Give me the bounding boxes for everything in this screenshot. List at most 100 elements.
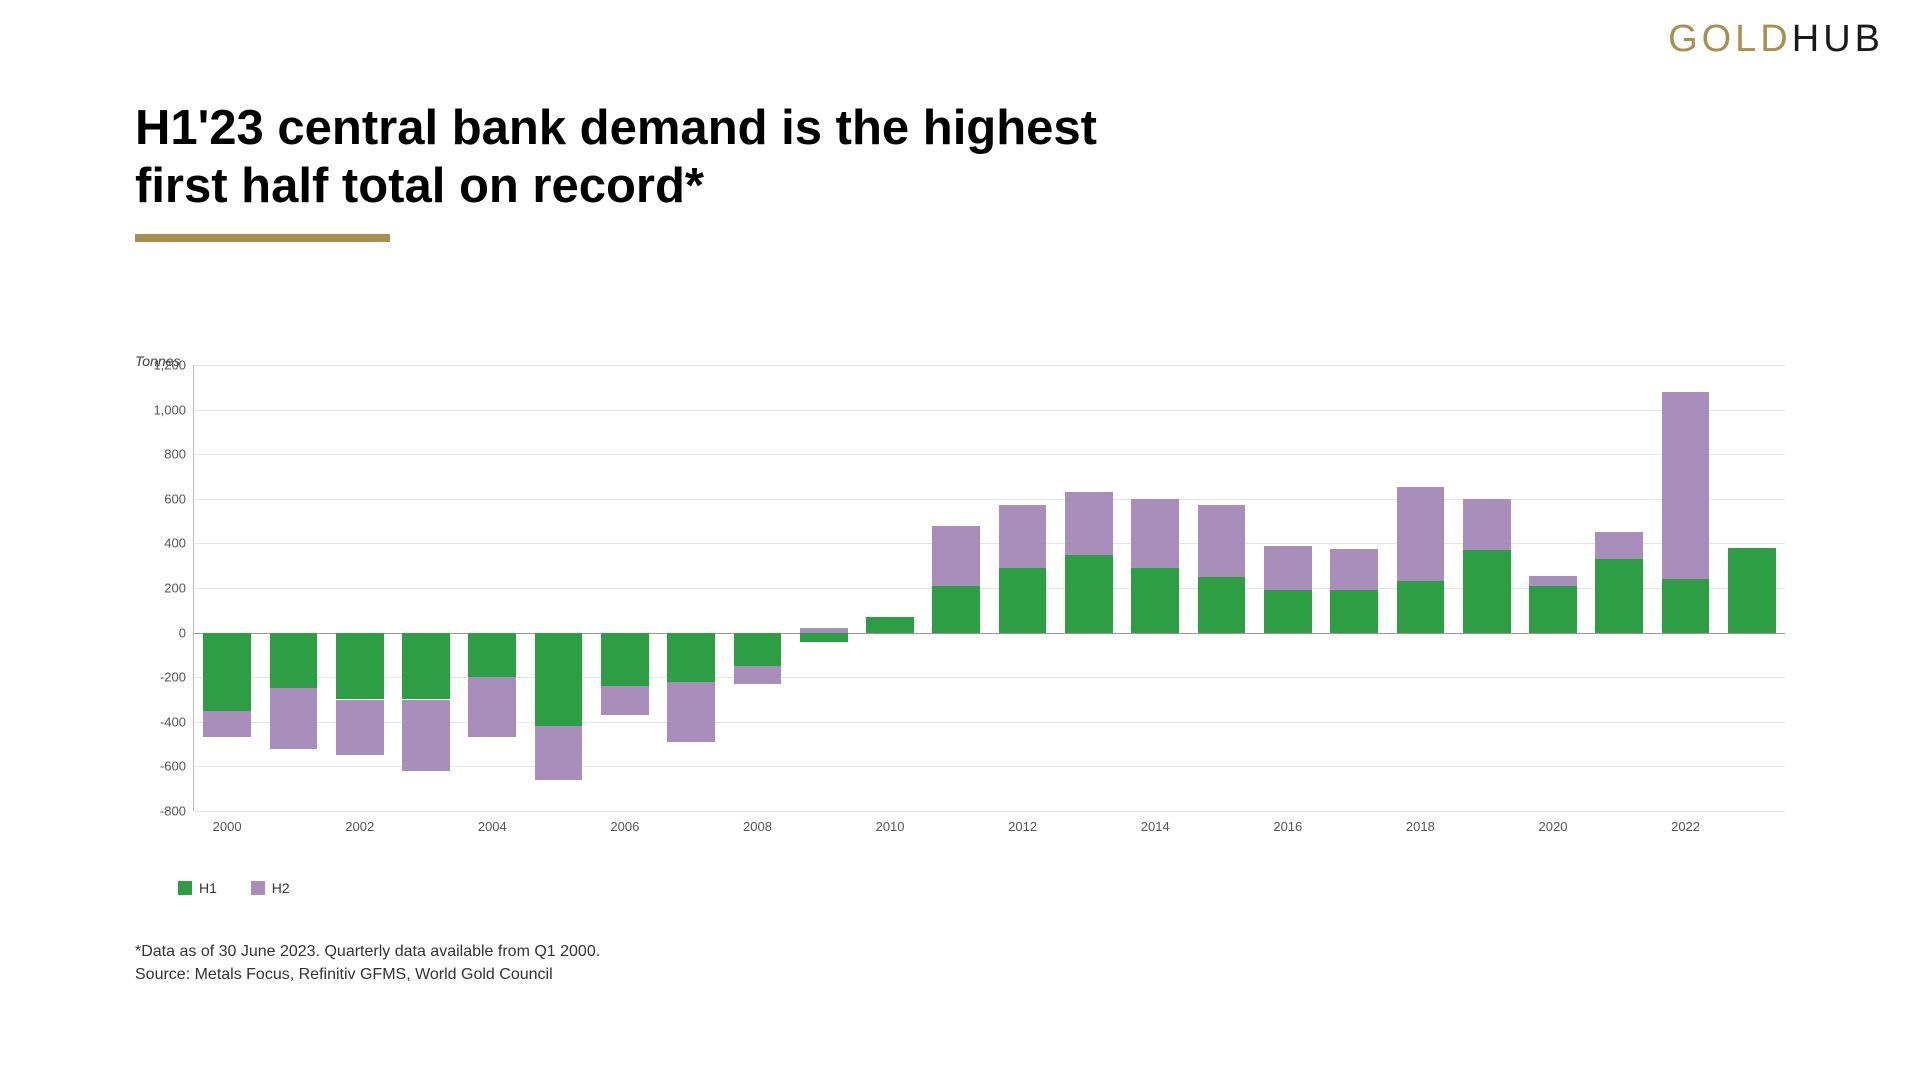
bar-segment-h1 (270, 633, 318, 689)
y-tick-label: 200 (164, 581, 194, 596)
bar-segment-h2 (336, 700, 384, 756)
bar-2023 (1728, 365, 1776, 811)
bar-2002 (336, 365, 384, 811)
title-underline (135, 234, 390, 242)
bar-2003 (402, 365, 450, 811)
bar-segment-h1 (800, 633, 848, 642)
legend-swatch-h2 (251, 881, 265, 895)
y-tick-label: -800 (160, 804, 194, 819)
x-tick-label: 2010 (876, 811, 905, 834)
bar-2022 (1662, 365, 1710, 811)
y-tick-label: 1,200 (153, 358, 194, 373)
bar-segment-h1 (1463, 550, 1511, 633)
bar-segment-h1 (1728, 548, 1776, 633)
bar-segment-h1 (866, 617, 914, 633)
bar-segment-h1 (999, 568, 1047, 633)
x-tick-label: 2012 (1008, 811, 1037, 834)
legend-item-h2: H2 (251, 880, 290, 896)
bar-2015 (1198, 365, 1246, 811)
bar-segment-h1 (667, 633, 715, 682)
bar-segment-h1 (1264, 590, 1312, 632)
x-tick-label: 2002 (345, 811, 374, 834)
chart-legend: H1 H2 (178, 880, 320, 898)
bar-segment-h2 (1662, 392, 1710, 579)
bar-segment-h1 (535, 633, 583, 727)
x-tick-label: 2020 (1539, 811, 1568, 834)
bar-segment-h2 (601, 686, 649, 715)
footnotes: *Data as of 30 June 2023. Quarterly data… (135, 940, 600, 986)
bar-segment-h2 (1264, 546, 1312, 591)
bar-segment-h2 (535, 726, 583, 780)
bar-segment-h2 (402, 700, 450, 771)
x-tick-label: 2022 (1671, 811, 1700, 834)
title-line-2: first half total on record* (135, 159, 704, 213)
bar-segment-h2 (667, 682, 715, 742)
bar-segment-h2 (1330, 549, 1378, 590)
bar-2010 (866, 365, 914, 811)
bar-segment-h1 (1131, 568, 1179, 633)
bar-segment-h2 (1131, 499, 1179, 568)
bar-segment-h1 (1330, 590, 1378, 632)
bar-2008 (734, 365, 782, 811)
bar-2021 (1595, 365, 1643, 811)
title-block: H1'23 central bank demand is the highest… (135, 100, 1800, 242)
bar-segment-h1 (336, 633, 384, 700)
y-tick-label: -600 (160, 759, 194, 774)
plot-area: -800-600-400-20002004006008001,0001,2002… (193, 365, 1785, 811)
y-tick-label: -200 (160, 670, 194, 685)
bar-segment-h1 (468, 633, 516, 678)
chart-title: H1'23 central bank demand is the highest… (135, 100, 1800, 216)
y-tick-label: 0 (179, 625, 194, 640)
legend-label-h2: H2 (272, 880, 290, 896)
bar-segment-h2 (203, 711, 251, 738)
y-tick-label: 400 (164, 536, 194, 551)
bar-2011 (932, 365, 980, 811)
x-tick-label: 2014 (1141, 811, 1170, 834)
bar-segment-h2 (1529, 576, 1577, 586)
bar-segment-h2 (800, 628, 848, 632)
bar-segment-h2 (1397, 487, 1445, 582)
bar-segment-h1 (402, 633, 450, 700)
y-tick-label: -400 (160, 714, 194, 729)
title-line-1: H1'23 central bank demand is the highest (135, 101, 1097, 155)
y-tick-label: 1,000 (153, 402, 194, 417)
bar-2018 (1397, 365, 1445, 811)
bar-segment-h2 (270, 688, 318, 748)
bar-segment-h1 (1662, 579, 1710, 633)
legend-item-h1: H1 (178, 880, 217, 896)
y-tick-label: 600 (164, 491, 194, 506)
bar-segment-h1 (601, 633, 649, 687)
bar-segment-h1 (203, 633, 251, 711)
bar-2001 (270, 365, 318, 811)
bar-2000 (203, 365, 251, 811)
legend-label-h1: H1 (199, 880, 217, 896)
bar-segment-h2 (999, 505, 1047, 567)
logo-hub: HUB (1792, 18, 1884, 60)
bar-2005 (535, 365, 583, 811)
x-tick-label: 2016 (1273, 811, 1302, 834)
x-tick-label: 2004 (478, 811, 507, 834)
y-tick-label: 800 (164, 447, 194, 462)
x-tick-label: 2008 (743, 811, 772, 834)
bar-segment-h1 (1595, 559, 1643, 633)
central-bank-demand-chart: Tonnes -800-600-400-20002004006008001,00… (135, 365, 1785, 845)
bar-2019 (1463, 365, 1511, 811)
bar-segment-h1 (1198, 577, 1246, 633)
bar-segment-h1 (1397, 581, 1445, 632)
bar-2014 (1131, 365, 1179, 811)
legend-swatch-h1 (178, 881, 192, 895)
bar-2012 (999, 365, 1047, 811)
bar-2007 (667, 365, 715, 811)
bar-segment-h2 (1595, 532, 1643, 559)
bar-segment-h1 (734, 633, 782, 666)
bar-2016 (1264, 365, 1312, 811)
bar-2013 (1065, 365, 1113, 811)
bar-segment-h2 (468, 677, 516, 737)
bar-segment-h1 (1529, 586, 1577, 633)
bar-segment-h2 (932, 526, 980, 586)
bar-segment-h1 (932, 586, 980, 633)
x-tick-label: 2000 (213, 811, 242, 834)
logo-gold: GOLD (1668, 18, 1792, 60)
bar-2004 (468, 365, 516, 811)
bar-2006 (601, 365, 649, 811)
